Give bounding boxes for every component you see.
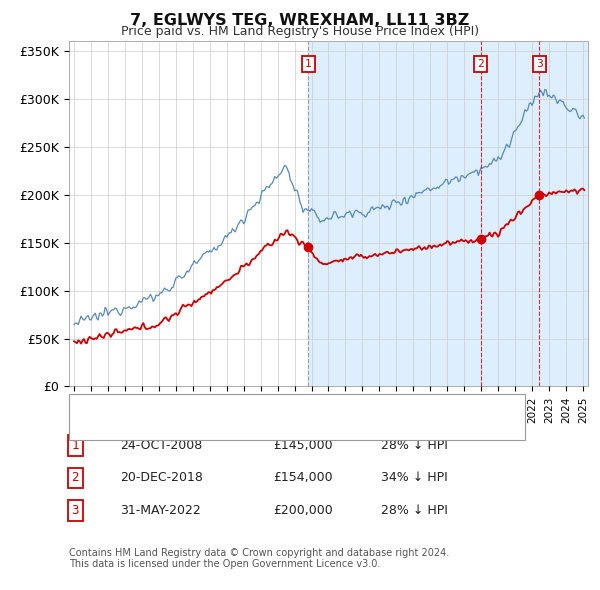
- Text: 1: 1: [305, 59, 312, 68]
- Text: 31-MAY-2022: 31-MAY-2022: [120, 504, 201, 517]
- Text: £154,000: £154,000: [273, 471, 332, 484]
- Text: 2: 2: [71, 471, 79, 484]
- Text: HPI: Average price, detached house, Wrexham: HPI: Average price, detached house, Wrex…: [114, 420, 388, 433]
- Text: 34% ↓ HPI: 34% ↓ HPI: [381, 471, 448, 484]
- Text: £145,000: £145,000: [273, 439, 332, 452]
- Text: 2: 2: [477, 59, 484, 68]
- Text: 20-DEC-2018: 20-DEC-2018: [120, 471, 203, 484]
- Text: 1: 1: [71, 439, 79, 452]
- Text: 24-OCT-2008: 24-OCT-2008: [120, 439, 202, 452]
- Text: This data is licensed under the Open Government Licence v3.0.: This data is licensed under the Open Gov…: [69, 559, 380, 569]
- Text: 3: 3: [536, 59, 542, 68]
- Text: 7, EGLWYS TEG, WREXHAM, LL11 3BZ: 7, EGLWYS TEG, WREXHAM, LL11 3BZ: [130, 13, 470, 28]
- Text: 28% ↓ HPI: 28% ↓ HPI: [381, 439, 448, 452]
- Text: 3: 3: [71, 504, 79, 517]
- Text: 7, EGLWYS TEG, WREXHAM, LL11 3BZ (detached house): 7, EGLWYS TEG, WREXHAM, LL11 3BZ (detach…: [114, 400, 445, 413]
- Text: £200,000: £200,000: [273, 504, 333, 517]
- Text: Price paid vs. HM Land Registry's House Price Index (HPI): Price paid vs. HM Land Registry's House …: [121, 25, 479, 38]
- Text: 28% ↓ HPI: 28% ↓ HPI: [381, 504, 448, 517]
- Text: Contains HM Land Registry data © Crown copyright and database right 2024.: Contains HM Land Registry data © Crown c…: [69, 548, 449, 558]
- Bar: [308, 41, 588, 386]
